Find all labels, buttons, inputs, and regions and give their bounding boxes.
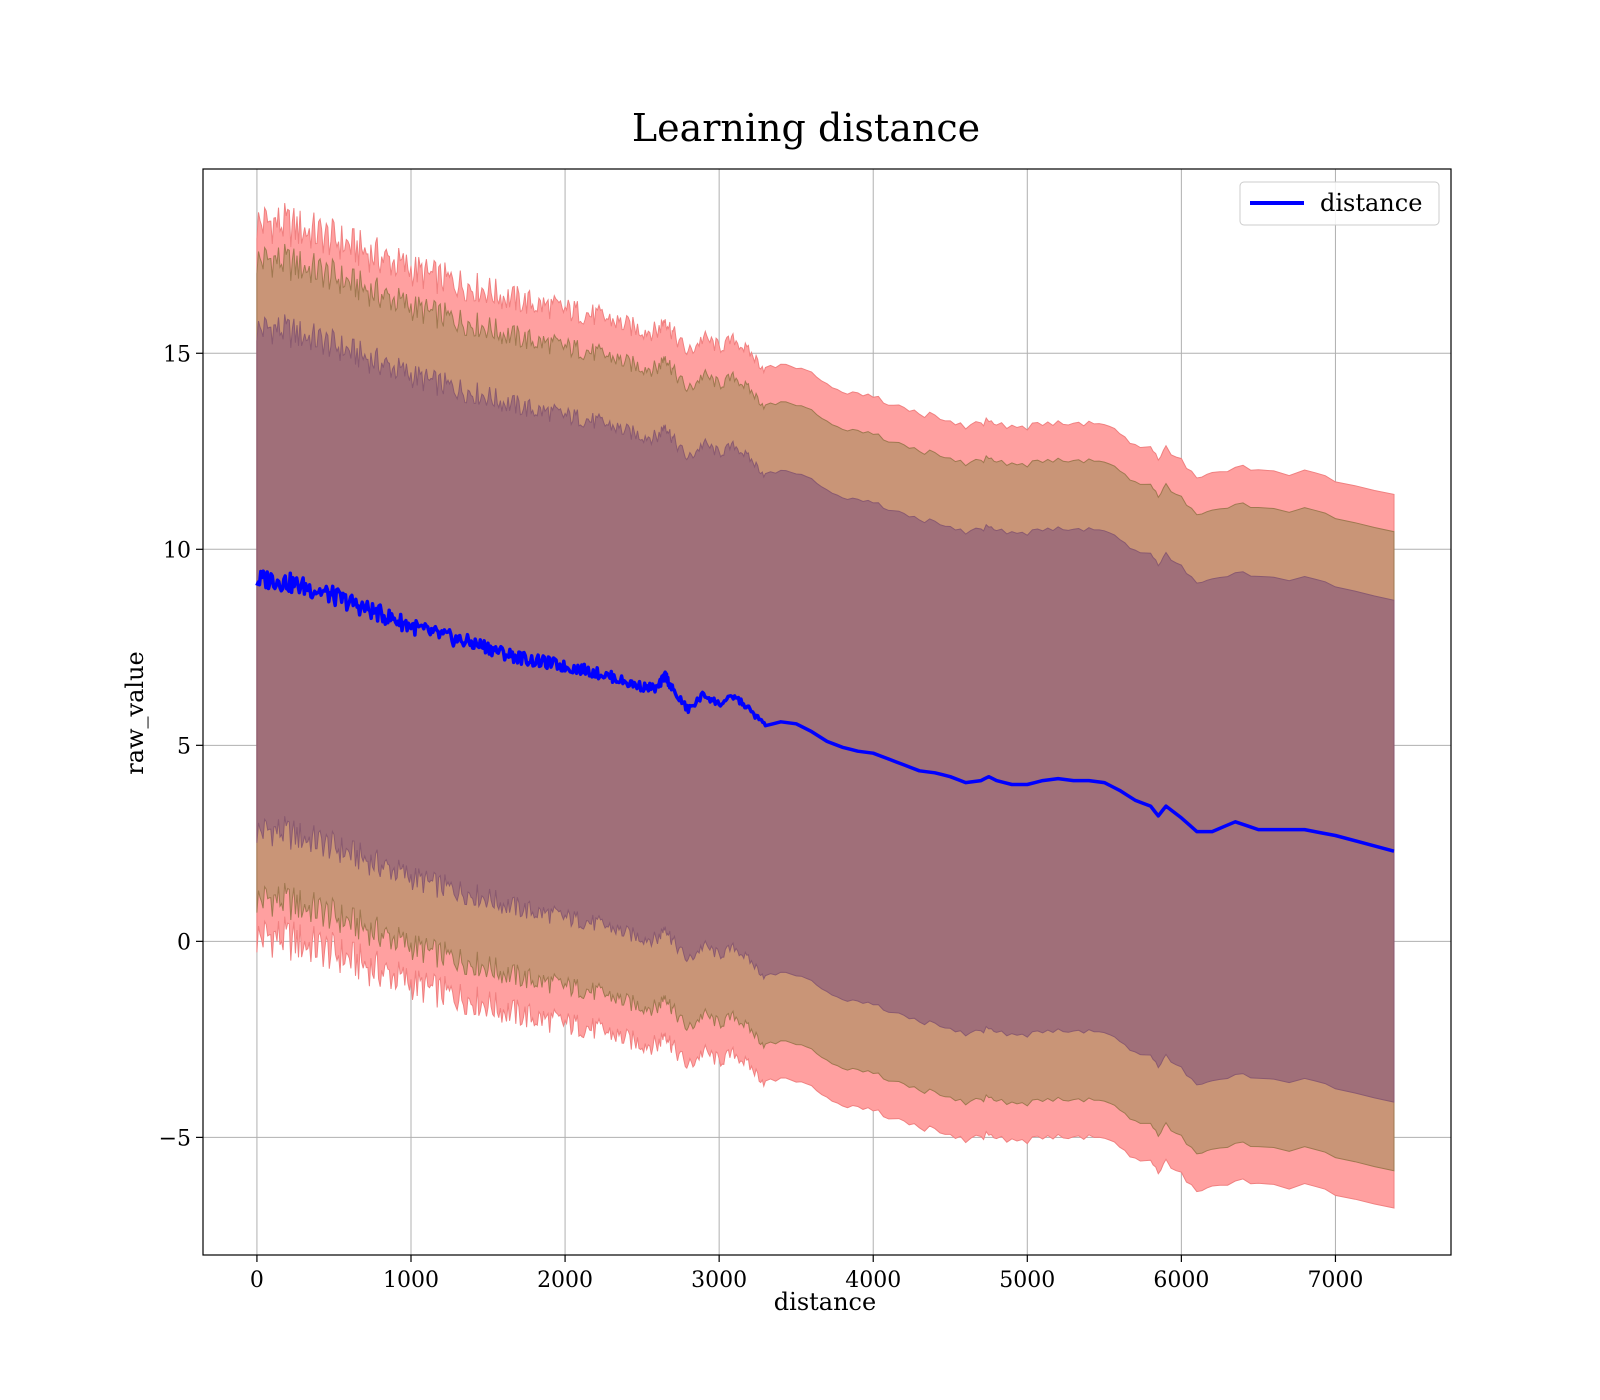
chart-title: Learning distance [632,106,980,150]
legend: distance [1239,181,1440,226]
y-tick-label: −5 [159,1126,191,1151]
plot-frame [202,168,1452,1256]
legend-box [1239,181,1440,226]
x-tick-label: 2000 [537,1268,593,1293]
x-tick-label: 4000 [845,1268,901,1293]
series-line-distance [255,569,1395,853]
y-tick-label: 5 [177,734,191,759]
x-tick-label: 7000 [1307,1268,1363,1293]
legend-label-distance: distance [1320,189,1422,217]
y-tick-label: 15 [163,342,191,367]
x-tick-label: 5000 [999,1268,1055,1293]
confidence-band-inner [256,314,1395,1103]
x-tick-label: 3000 [691,1268,747,1293]
x-tick-label: 1000 [383,1268,439,1293]
plot-area: 0 1000 2000 3000 4000 5000 6000 7000 −5 0 5 10 15 dis… [159,168,1452,1293]
x-tick-label: 6000 [1153,1268,1209,1293]
y-tick-label: 0 [177,930,191,955]
y-axis-label: raw_value [121,651,149,775]
x-axis-label: distance [774,1288,876,1316]
y-tick-label: 10 [163,538,191,563]
x-tick-label: 0 [250,1268,264,1293]
